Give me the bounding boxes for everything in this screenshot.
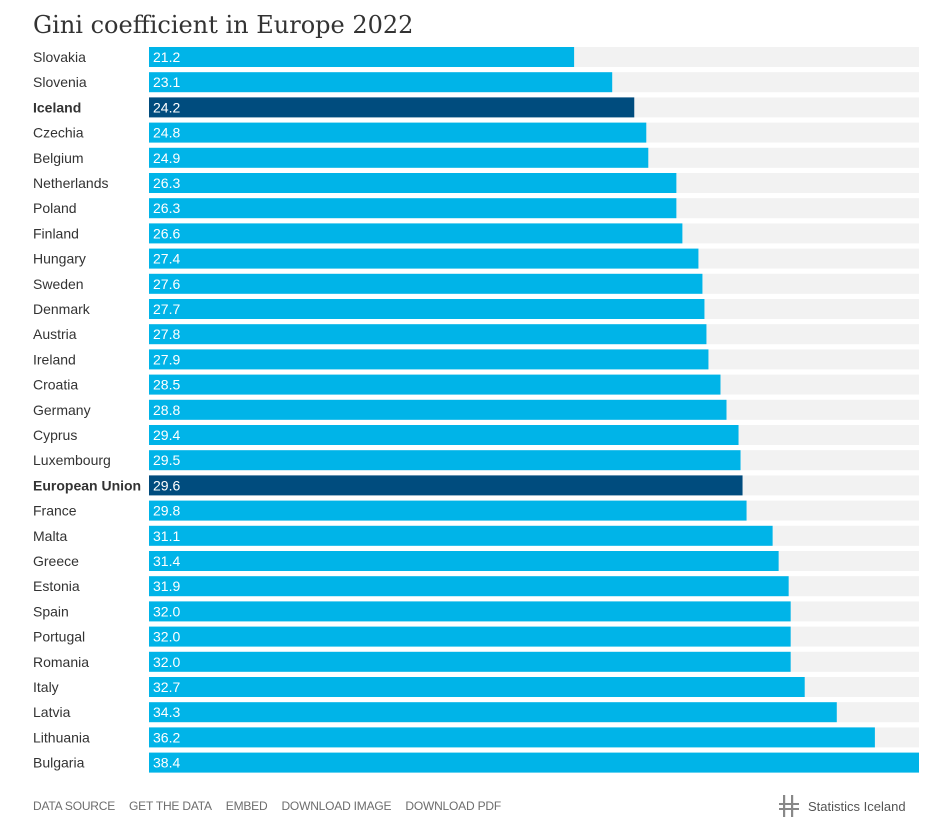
value-label-greece: 31.4 xyxy=(153,553,180,569)
value-label-croatia: 28.5 xyxy=(153,377,180,393)
data-source-link[interactable]: DATA SOURCE xyxy=(33,799,116,813)
bar-spain[interactable] xyxy=(149,601,791,622)
gini-bar-chart: Slovakia 21.2 Slovenia 23.1 Iceland 24.2 Czech… xyxy=(33,47,919,773)
category-label-iceland: Iceland xyxy=(33,99,81,115)
value-label-sweden: 27.6 xyxy=(153,276,180,292)
bar-portugal[interactable] xyxy=(149,626,791,647)
value-label-portugal: 32.0 xyxy=(153,629,180,645)
bar-greece[interactable] xyxy=(149,551,779,571)
value-label-spain: 32.0 xyxy=(153,603,180,619)
value-label-iceland: 24.2 xyxy=(153,99,180,115)
category-label-malta: Malta xyxy=(33,528,67,544)
value-label-czechia: 24.8 xyxy=(153,125,180,141)
bar-czechia[interactable] xyxy=(149,122,647,143)
brand[interactable]: Statistics Iceland xyxy=(778,794,906,818)
category-label-slovenia: Slovenia xyxy=(33,74,87,90)
bar-france[interactable] xyxy=(149,500,747,521)
bar-italy[interactable] xyxy=(149,677,805,697)
value-label-slovakia: 21.2 xyxy=(153,49,180,65)
bar-bulgaria[interactable] xyxy=(149,752,919,773)
value-label-luxembourg: 29.5 xyxy=(153,452,180,468)
category-label-spain: Spain xyxy=(33,603,69,619)
bar-denmark[interactable] xyxy=(149,299,705,319)
category-label-finland: Finland xyxy=(33,225,79,241)
bar-lithuania[interactable] xyxy=(149,727,875,748)
bar-luxembourg[interactable] xyxy=(149,450,741,471)
value-label-germany: 28.8 xyxy=(153,402,180,418)
category-label-denmark: Denmark xyxy=(33,301,91,317)
bar-croatia[interactable] xyxy=(149,374,721,395)
bar-slovakia[interactable] xyxy=(149,47,575,67)
bar-estonia[interactable] xyxy=(149,576,789,597)
category-label-romania: Romania xyxy=(33,654,89,670)
category-label-ireland: Ireland xyxy=(33,351,76,367)
statistics-iceland-logo-icon xyxy=(778,794,800,818)
category-label-france: France xyxy=(33,503,77,519)
bar-ireland[interactable] xyxy=(149,349,709,370)
category-label-poland: Poland xyxy=(33,200,77,216)
bar-romania[interactable] xyxy=(149,651,791,672)
category-label-croatia: Croatia xyxy=(33,377,78,393)
value-label-european-union: 29.6 xyxy=(153,477,180,493)
bar-sweden[interactable] xyxy=(149,273,703,294)
category-label-lithuania: Lithuania xyxy=(33,729,90,745)
bar-belgium[interactable] xyxy=(149,147,649,168)
get-the-data-link[interactable]: GET THE DATA xyxy=(129,799,212,813)
bar-slovenia[interactable] xyxy=(149,72,613,93)
category-label-belgium: Belgium xyxy=(33,150,84,166)
value-label-denmark: 27.7 xyxy=(153,301,180,317)
value-label-belgium: 24.9 xyxy=(153,150,180,166)
bar-cyprus[interactable] xyxy=(149,425,739,445)
value-label-finland: 26.6 xyxy=(153,225,180,241)
value-label-france: 29.8 xyxy=(153,503,180,519)
value-label-estonia: 31.9 xyxy=(153,578,180,594)
category-label-germany: Germany xyxy=(33,402,91,418)
category-label-portugal: Portugal xyxy=(33,629,85,645)
category-label-bulgaria: Bulgaria xyxy=(33,755,85,771)
download-image-link[interactable]: DOWNLOAD IMAGE xyxy=(281,799,392,813)
category-label-slovakia: Slovakia xyxy=(33,49,86,65)
category-label-hungary: Hungary xyxy=(33,251,86,267)
bar-hungary[interactable] xyxy=(149,248,699,269)
footer-links: DATA SOURCE GET THE DATA EMBED DOWNLOAD … xyxy=(33,799,501,813)
bar-finland[interactable] xyxy=(149,223,683,244)
bar-latvia[interactable] xyxy=(149,702,837,723)
value-label-latvia: 34.3 xyxy=(153,704,180,720)
category-label-latvia: Latvia xyxy=(33,704,71,720)
value-label-lithuania: 36.2 xyxy=(153,729,180,745)
category-label-austria: Austria xyxy=(33,326,77,342)
bar-iceland[interactable] xyxy=(149,97,635,118)
value-label-malta: 31.1 xyxy=(153,528,180,544)
value-label-netherlands: 26.3 xyxy=(153,175,180,191)
category-label-czechia: Czechia xyxy=(33,125,84,141)
download-pdf-link[interactable]: DOWNLOAD PDF xyxy=(405,799,501,813)
category-label-sweden: Sweden xyxy=(33,276,84,292)
category-label-cyprus: Cyprus xyxy=(33,427,77,443)
value-label-bulgaria: 38.4 xyxy=(153,755,180,771)
value-label-ireland: 27.9 xyxy=(153,351,180,367)
category-label-european-union: European Union xyxy=(33,477,141,493)
bar-austria[interactable] xyxy=(149,324,707,345)
value-label-hungary: 27.4 xyxy=(153,251,180,267)
value-label-italy: 32.7 xyxy=(153,679,180,695)
category-label-greece: Greece xyxy=(33,553,79,569)
category-label-luxembourg: Luxembourg xyxy=(33,452,111,468)
chart-title: Gini coefficient in Europe 2022 xyxy=(33,11,414,39)
category-label-netherlands: Netherlands xyxy=(33,175,109,191)
value-label-poland: 26.3 xyxy=(153,200,180,216)
category-label-italy: Italy xyxy=(33,679,59,695)
bar-european-union[interactable] xyxy=(149,475,743,496)
bar-netherlands[interactable] xyxy=(149,173,677,193)
bar-germany[interactable] xyxy=(149,399,727,420)
value-label-slovenia: 23.1 xyxy=(153,74,180,90)
bar-poland[interactable] xyxy=(149,198,677,219)
brand-name: Statistics Iceland xyxy=(808,798,906,814)
value-label-cyprus: 29.4 xyxy=(153,427,180,443)
category-label-estonia: Estonia xyxy=(33,578,80,594)
embed-link[interactable]: EMBED xyxy=(225,799,268,813)
value-label-austria: 27.8 xyxy=(153,326,180,342)
value-label-romania: 32.0 xyxy=(153,654,180,670)
bar-malta[interactable] xyxy=(149,525,773,546)
